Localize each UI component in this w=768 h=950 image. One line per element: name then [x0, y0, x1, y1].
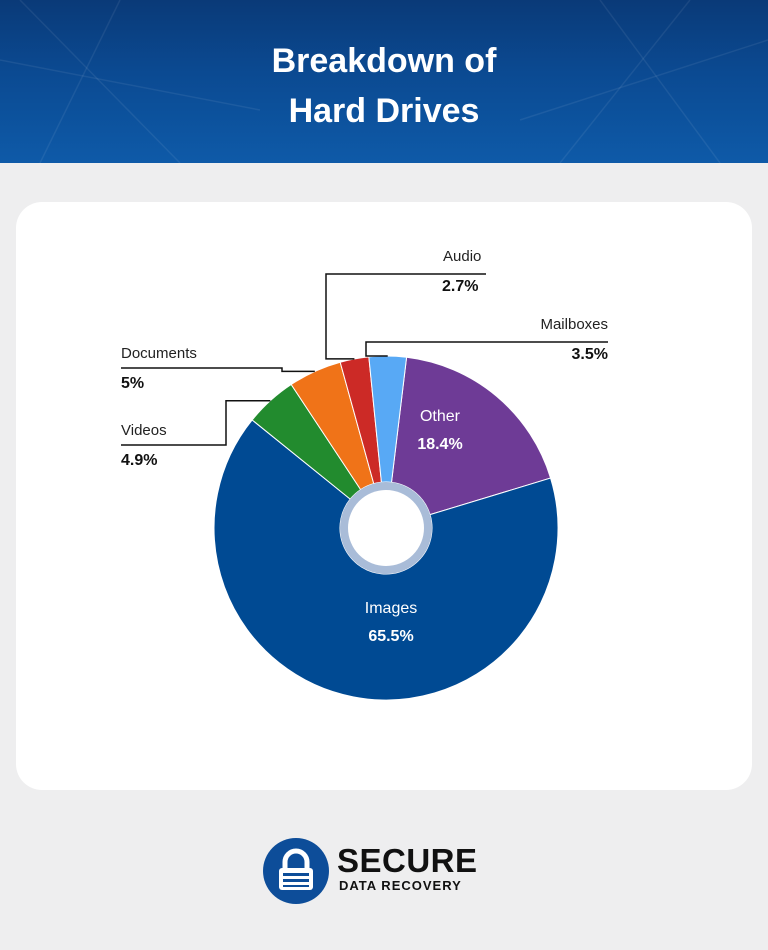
secure-data-recovery-logo: SECURE DATA RECOVERY: [263, 838, 523, 904]
label-videos: Videos: [121, 422, 167, 439]
label-other: Other: [419, 408, 460, 425]
padlock-icon: [279, 848, 313, 890]
page-title: Breakdown of Hard Drives: [0, 36, 768, 136]
label-images: Images: [364, 600, 418, 617]
inside-label-images: Images 65.5%: [341, 600, 441, 646]
value-other: 18.4%: [417, 436, 463, 453]
title-line-2: Hard Drives: [288, 92, 480, 130]
value-documents: 5%: [121, 375, 145, 392]
label-mailboxes: Mailboxes: [540, 316, 608, 333]
leader-line-mailboxes: [365, 341, 608, 357]
leader-line-videos: [121, 399, 271, 446]
logo-badge: [263, 838, 329, 904]
header-banner: Breakdown of Hard Drives: [0, 0, 768, 163]
label-documents: Documents: [121, 345, 197, 362]
value-audio: 2.7%: [442, 278, 479, 295]
logo-line-1: SECURE: [337, 842, 478, 879]
inside-label-other: Other 18.4%: [390, 408, 490, 454]
value-images: 65.5%: [368, 628, 414, 645]
chart-card: Audio 2.7% Mailboxes 3.5% Documents 5% V…: [16, 202, 752, 790]
pie-chart: [121, 273, 608, 701]
logo-line-2: DATA RECOVERY: [339, 878, 462, 893]
value-mailboxes: 3.5%: [571, 346, 608, 363]
value-videos: 4.9%: [121, 452, 158, 469]
center-hole: [348, 490, 424, 566]
title-line-1: Breakdown of: [271, 42, 497, 80]
leader-line-documents: [121, 367, 315, 373]
leader-line-audio: [325, 273, 486, 360]
header-pattern: [0, 0, 768, 163]
label-audio: Audio: [443, 248, 482, 265]
